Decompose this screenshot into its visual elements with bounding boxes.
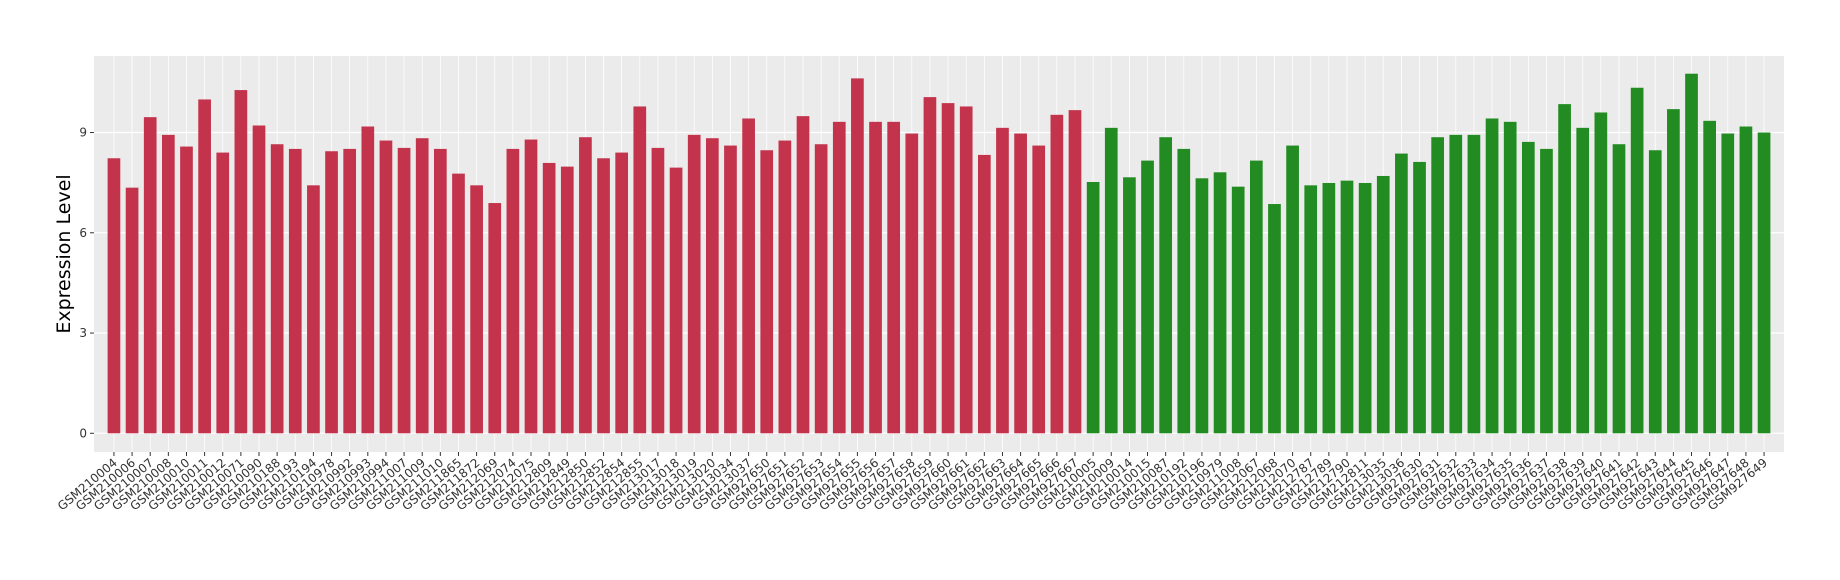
bar xyxy=(343,148,357,434)
bar xyxy=(1431,137,1445,434)
bar xyxy=(470,185,483,434)
bar xyxy=(687,134,701,434)
bar xyxy=(1213,172,1227,434)
bar xyxy=(996,127,1009,434)
bar xyxy=(452,173,465,434)
bar xyxy=(1721,133,1735,434)
bar xyxy=(524,139,538,434)
bar xyxy=(1231,186,1245,434)
bar xyxy=(959,106,973,434)
bar xyxy=(325,151,338,434)
bar xyxy=(1104,127,1118,434)
y-tick-label: 9 xyxy=(79,126,87,140)
bar xyxy=(1322,182,1336,434)
bar xyxy=(1014,133,1027,434)
bar xyxy=(1467,134,1481,434)
bar xyxy=(361,126,375,434)
y-tick-label: 3 xyxy=(79,326,87,340)
bar xyxy=(923,97,937,434)
bar xyxy=(161,134,175,434)
bar xyxy=(1086,181,1100,434)
bar xyxy=(1685,73,1698,434)
bar xyxy=(1141,160,1154,434)
bar xyxy=(1503,121,1517,434)
bar xyxy=(397,147,411,434)
bar xyxy=(1667,109,1680,434)
bar xyxy=(560,166,574,434)
bar xyxy=(379,140,393,434)
bar xyxy=(1123,177,1136,434)
bar xyxy=(288,148,302,434)
bar xyxy=(1703,120,1717,434)
bar xyxy=(180,146,193,434)
y-tick-label: 0 xyxy=(79,426,87,440)
bar xyxy=(1612,144,1626,434)
bar xyxy=(1159,137,1173,434)
bar xyxy=(542,162,556,434)
bar xyxy=(433,148,447,434)
bar xyxy=(216,152,230,434)
bar xyxy=(1177,148,1191,434)
bar xyxy=(633,106,647,434)
bar xyxy=(1376,175,1390,434)
bar xyxy=(977,154,991,434)
bar xyxy=(814,144,828,434)
bar xyxy=(1068,110,1082,434)
bar xyxy=(669,167,683,434)
bar xyxy=(307,185,320,434)
bar xyxy=(1449,134,1463,434)
bar xyxy=(1286,145,1299,434)
bar xyxy=(1739,126,1753,434)
bar xyxy=(107,158,121,434)
bar xyxy=(270,144,284,434)
bar xyxy=(1358,182,1372,434)
bar xyxy=(1648,150,1662,434)
bar xyxy=(1757,132,1771,434)
bar xyxy=(415,138,429,434)
bar xyxy=(1558,104,1571,434)
bar xyxy=(1032,145,1046,434)
bar xyxy=(1521,141,1535,434)
bar xyxy=(760,150,774,434)
bar xyxy=(796,116,810,434)
bar xyxy=(1576,127,1590,434)
bar xyxy=(234,90,248,434)
bar xyxy=(832,121,846,434)
bar xyxy=(724,145,737,434)
bar xyxy=(651,147,665,434)
bar xyxy=(125,187,139,434)
bar xyxy=(1195,178,1209,434)
bar xyxy=(869,121,882,434)
bar xyxy=(1485,118,1499,434)
bar xyxy=(198,99,211,434)
bar xyxy=(1594,112,1608,434)
bar xyxy=(597,158,610,434)
bar xyxy=(941,103,955,434)
bar xyxy=(488,203,502,434)
bar xyxy=(1340,180,1354,434)
bar xyxy=(851,78,864,434)
bar xyxy=(1413,161,1426,434)
bar xyxy=(579,137,592,434)
bar xyxy=(887,121,901,434)
bar xyxy=(742,118,755,434)
bar xyxy=(905,133,919,434)
bar xyxy=(1249,160,1263,434)
bar xyxy=(1630,87,1644,434)
bar xyxy=(615,152,629,434)
y-axis-label: Expression Level xyxy=(53,174,75,333)
bar xyxy=(705,138,719,434)
panel-background xyxy=(94,56,1784,452)
bar xyxy=(143,117,157,434)
bar xyxy=(252,125,266,434)
bar xyxy=(1268,204,1281,434)
bar xyxy=(1540,148,1553,434)
bar xyxy=(1304,185,1318,434)
bar xyxy=(1395,153,1408,434)
bar xyxy=(1050,114,1064,434)
bar xyxy=(778,140,792,434)
bar xyxy=(506,148,520,434)
y-tick-label: 6 xyxy=(79,226,87,240)
